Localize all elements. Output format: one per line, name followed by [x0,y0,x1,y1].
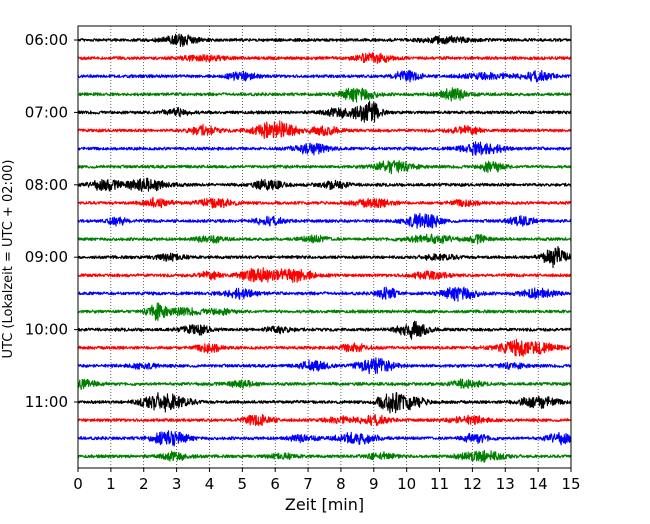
y-tick-label: 08:00 [25,176,68,194]
seismogram-trace-1030 [77,357,572,375]
seismogram-trace-0845 [77,233,572,245]
seismogram-trace-1045 [77,378,572,391]
x-tick-label: 10 [397,475,416,493]
seismogram-trace-0945 [77,302,572,322]
seismogram-trace-1145 [77,449,572,463]
x-tick-label: 11 [430,475,449,493]
seismogram-trace-0815 [77,196,572,209]
seismogram-trace-0700 [77,100,572,123]
seismogram-trace-0645 [77,87,572,103]
trace-layer [77,33,572,463]
seismogram-trace-0730 [77,141,572,156]
x-tick-label: 15 [561,475,580,493]
y-tick-label: 06:00 [25,31,68,49]
y-tick-label: 10:00 [25,321,68,339]
seismogram-trace-0630 [77,69,572,83]
y-axis-label: UTC (Lokalzeit = UTC + 02:00) [1,160,16,359]
seismogram-trace-0715 [77,120,572,139]
x-tick-label: 1 [106,475,116,493]
x-tick-label: 7 [303,475,313,493]
seismogram-trace-1000 [77,320,572,340]
y-axis-ticks: 06:00 07:00 08:00 09:00 10:00 11:00 [25,31,78,411]
x-tick-label: 6 [270,475,280,493]
x-tick-label: 12 [463,475,482,493]
x-tick-label: 13 [496,475,515,493]
seismogram-trace-0600 [77,33,572,48]
x-tick-label: 8 [336,475,346,493]
y-tick-label: 09:00 [25,248,68,266]
x-axis-ticks: 0 1 2 3 4 5 6 7 8 9 10 11 12 13 14 15 [73,468,581,493]
x-axis-label: Zeit [min] [285,495,364,514]
seismogram-trace-1130 [77,430,572,447]
x-tick-label: 9 [369,475,379,493]
x-tick-label: 4 [205,475,215,493]
seismogram-trace-0745 [77,159,572,175]
seismogram-trace-1015 [77,338,572,357]
seismogram-trace-0615 [77,52,572,64]
seismogram-trace-0930 [77,286,572,302]
x-tick-label: 5 [238,475,248,493]
x-tick-label: 2 [139,475,149,493]
y-tick-label: 07:00 [25,103,68,121]
seismogram-trace-1115 [77,413,572,427]
plot-frame [77,25,572,469]
y-tick-label: 11:00 [25,393,68,411]
x-tick-label: 3 [172,475,182,493]
seismogram-trace-0900 [77,246,572,269]
x-tick-label: 14 [529,475,548,493]
seismogram-trace-0830 [77,212,572,229]
seismogram-trace-0915 [77,267,572,284]
seismogram-trace-1100 [77,391,572,414]
x-tick-label: 0 [73,475,83,493]
seismogram-trace-0800 [77,177,572,192]
